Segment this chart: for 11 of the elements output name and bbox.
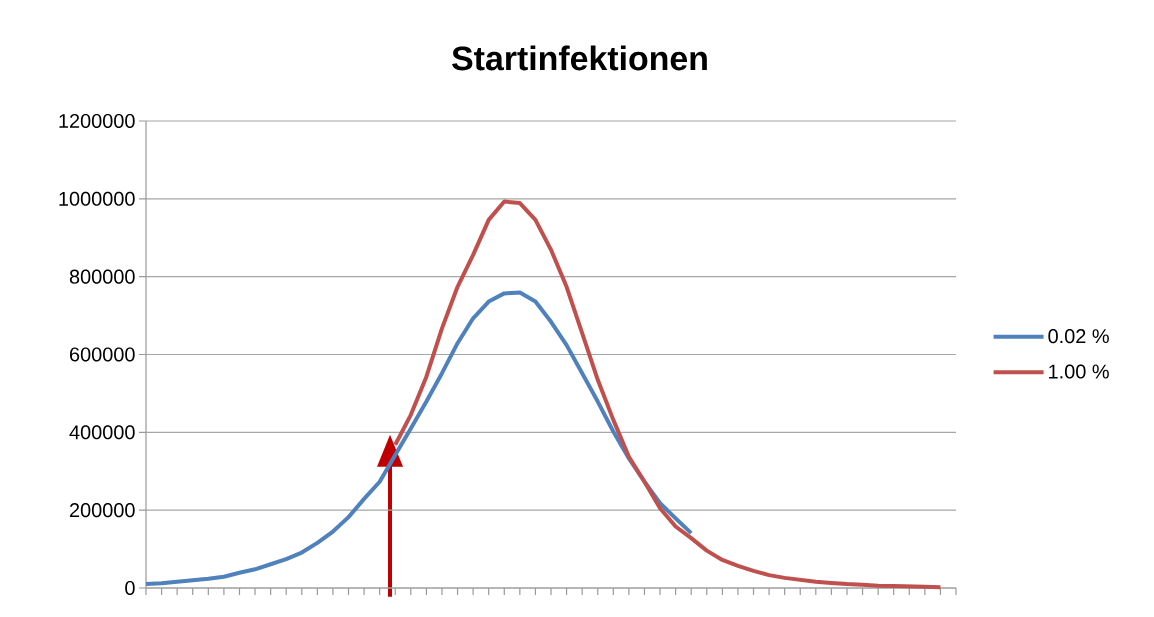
- legend-label: 0.02 %: [1048, 329, 1109, 344]
- y-tick-label: 200000: [70, 503, 135, 518]
- chart-title: Startinfektionen: [452, 45, 707, 71]
- line-series: [144, 290, 694, 587]
- y-tick-label: 400000: [69, 425, 135, 440]
- y-tick-label: 0: [125, 580, 135, 596]
- y-tick-label: 600000: [70, 347, 135, 362]
- y-tick-label: 800000: [69, 269, 135, 284]
- y-tick-label: 1200000: [59, 113, 135, 129]
- legend-label: 1.00 %: [1049, 364, 1109, 379]
- y-tick-label: 1000000: [59, 191, 135, 206]
